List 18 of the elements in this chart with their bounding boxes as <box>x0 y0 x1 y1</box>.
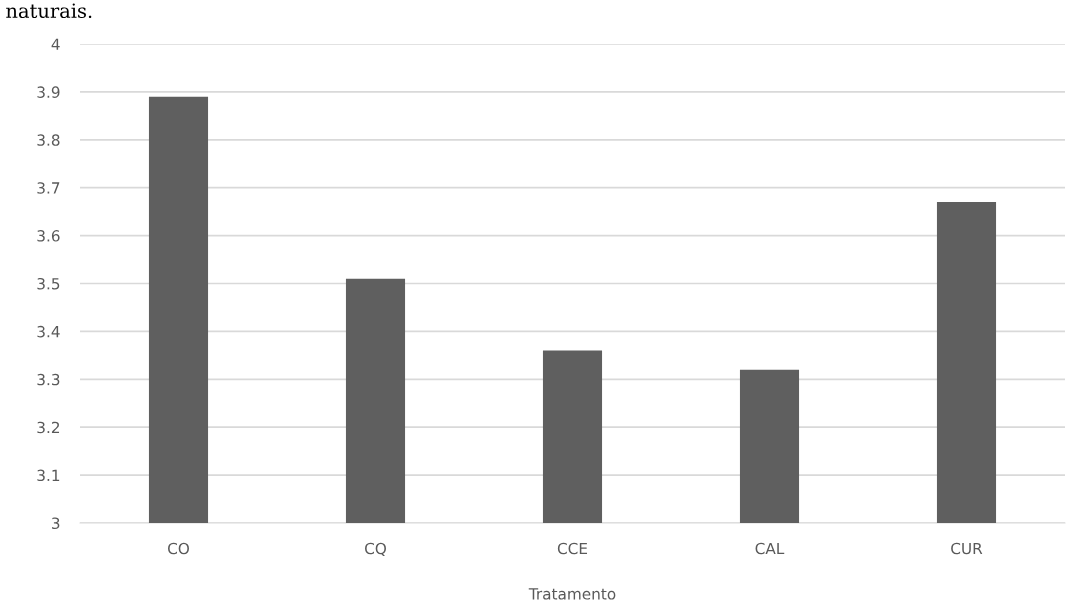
x-tick-label: CCE <box>557 542 588 555</box>
y-tick-label: 3.5 <box>37 277 60 290</box>
x-tick-label: CO <box>168 542 189 555</box>
x-tick-label: CQ <box>365 542 386 557</box>
x-tick-label: CAL <box>755 542 785 555</box>
y-tick-label: 3.3 <box>37 373 60 386</box>
text: naturais. <box>6 3 92 19</box>
y-tick-label: 3.8 <box>37 134 60 146</box>
y-tick-label: 3.9 <box>37 86 60 98</box>
x-tick-label: CUR <box>951 542 983 555</box>
y-tick-label: 3.6 <box>37 230 60 242</box>
y-tick-label: 3 <box>52 517 60 530</box>
y-tick-label: 3.2 <box>37 421 60 434</box>
y-tick-label: 3.7 <box>37 182 60 194</box>
x-axis-title: Tratamento <box>528 588 616 600</box>
y-tick-label: 3.4 <box>37 325 60 338</box>
y-tick-label: 4 <box>51 38 60 50</box>
y-tick-label: 3.1 <box>37 469 60 482</box>
